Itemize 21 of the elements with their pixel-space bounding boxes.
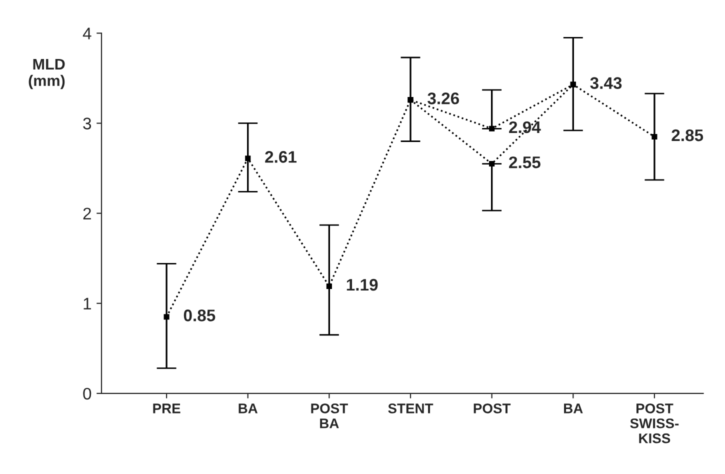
y-tick-label: 0: [83, 388, 92, 400]
data-label: 3.26: [428, 92, 460, 104]
data-label: 1.19: [346, 278, 378, 291]
x-tick-label: BA: [238, 404, 258, 414]
y-tick-label: 3: [83, 118, 92, 130]
y-axis-title: MLD (mm): [28, 58, 65, 90]
data-label: 3.43: [590, 77, 622, 90]
x-tick-label: PRE: [153, 404, 180, 414]
x-tick-label: STENT: [388, 404, 434, 414]
data-label: 2.55: [509, 156, 540, 168]
data-label: 2.61: [265, 151, 297, 163]
x-tick-label: POST BA: [311, 404, 348, 428]
x-tick-label: POST SWISS- KISS: [630, 404, 679, 444]
x-tick-label: POST: [474, 404, 511, 414]
y-tick-label: 2: [83, 208, 91, 220]
y-tick-label: 4: [82, 28, 92, 40]
y-tick-label: 1: [84, 298, 91, 310]
data-label: 2.94: [509, 121, 541, 134]
x-tick-label: BA: [564, 404, 583, 414]
data-label: 2.85: [672, 129, 704, 142]
data-label: 0.85: [184, 310, 216, 322]
